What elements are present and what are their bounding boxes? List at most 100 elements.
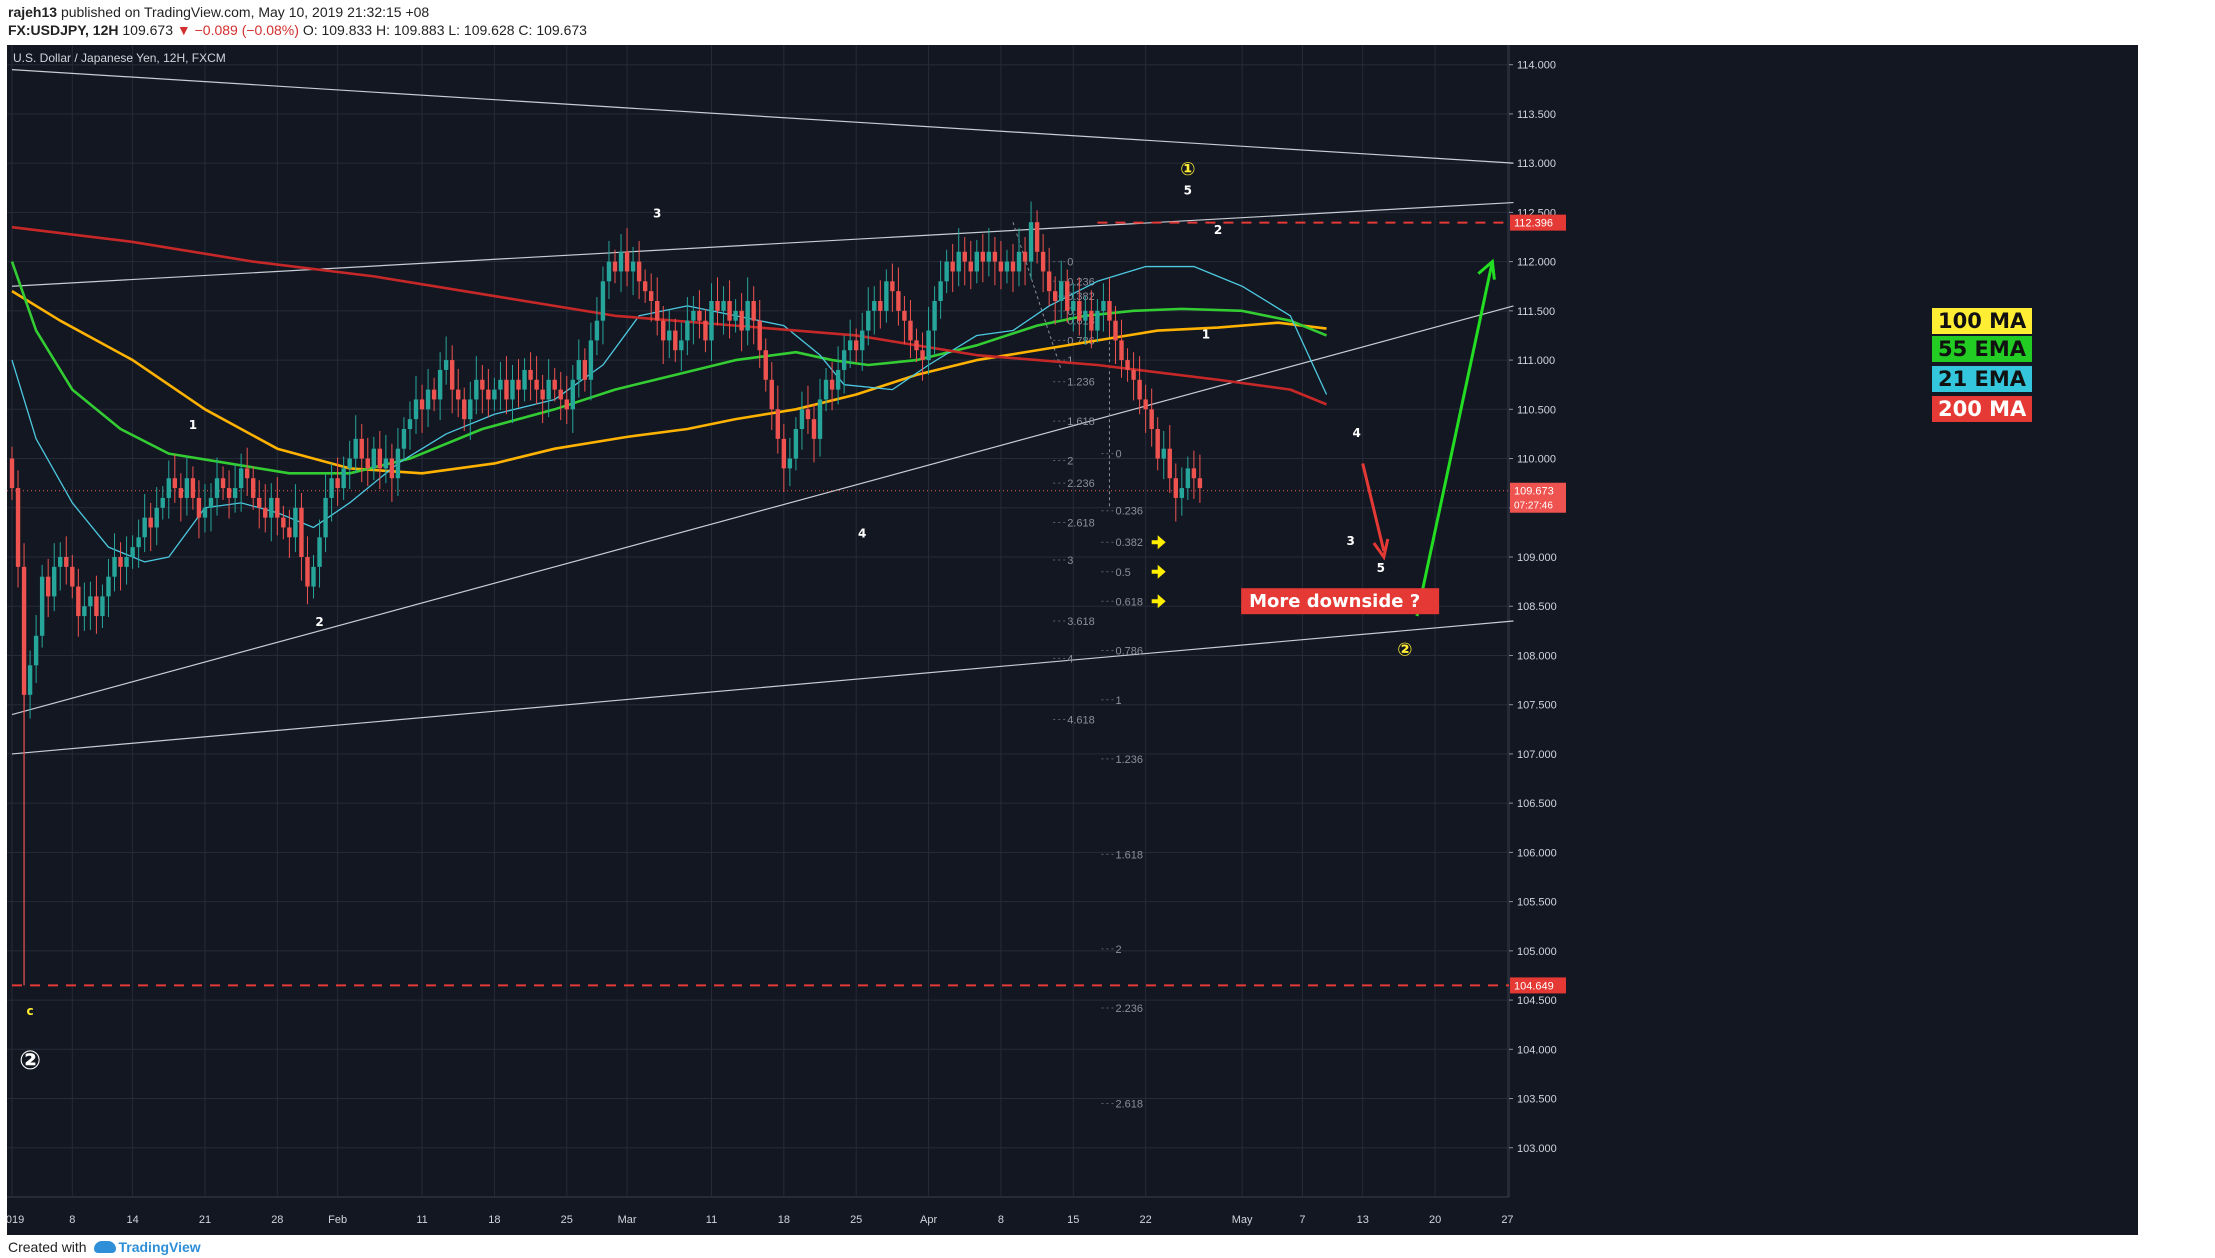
candle-body [1065,281,1070,311]
price-tick-label: 106.000 [1517,847,1557,859]
candle-body [709,301,714,341]
trendline-rising-support [11,305,1514,716]
candle-body [697,310,702,321]
candle-body [52,566,57,597]
candle-body [564,399,569,410]
candle-body [890,281,895,292]
fib-extension-a-level-label: 4 [1067,653,1073,665]
candle-body [703,320,708,341]
fib-extension-a-level-label: 1 [1067,355,1073,367]
candle-body [39,576,45,636]
candle-body [401,429,407,449]
candle-body [389,458,395,479]
elliott-wave-label: 3 [653,206,661,220]
candle-body [70,566,75,587]
price-tick-label: 108.000 [1517,650,1557,662]
candle-body [1173,478,1178,498]
price-tick-label: 104.500 [1517,995,1557,1007]
time-tick-label: 15 [1067,1214,1079,1226]
current-price-badge [1510,482,1566,513]
price-chart-svg[interactable]: 114.000113.500113.000112.500112.000111.5… [7,45,2138,1235]
candle-body [558,389,563,400]
yellow-arrow-icon [1151,594,1166,609]
candle-body [1185,468,1191,489]
candle-body [648,291,654,301]
candle-body [847,340,853,351]
candle-body [353,438,358,459]
time-tick-label: 11 [706,1214,717,1226]
candle-body [642,281,648,292]
candle-body [1149,409,1154,429]
price-tick-label: 103.500 [1517,1094,1557,1106]
candle-body [751,301,756,321]
candle-body [998,261,1004,272]
candle-body [1161,448,1166,459]
time-tick-label: 7 [1299,1214,1305,1226]
cloud-icon [94,1241,117,1253]
candle-body [1167,448,1172,479]
time-tick-label: 22 [1140,1214,1152,1226]
candle-body [866,310,871,331]
candle-body [914,340,919,351]
elliott-wave-label: 5 [1377,561,1385,575]
time-tick-label: 20 [1429,1214,1441,1226]
author-name[interactable]: rajeh13 [8,4,58,20]
candle-body [299,507,304,557]
bar-countdown-label: 07:27:46 [1514,501,1553,512]
candle-body [190,478,196,498]
candle-body [835,369,841,390]
price-tick-label: 111.500 [1517,306,1555,318]
candle-body [1113,320,1118,341]
candle-body [1034,222,1040,252]
time-tick-label: May [1232,1214,1253,1226]
elliott-wave-label: 2 [1214,223,1222,237]
candle-body [1179,488,1185,498]
candle-body [1083,310,1088,321]
candle-body [178,488,184,498]
candle-body [196,497,202,518]
candle-body [715,301,720,311]
price-tick-label: 105.000 [1517,946,1557,958]
candle-body [130,547,135,557]
candle-body [1119,340,1124,361]
price-tick-label: 109.000 [1517,552,1557,564]
candle-body [594,320,600,341]
trendline-wedge-top [11,201,1514,287]
candle-body [58,557,63,567]
candle-body [64,557,69,567]
tradingview-logo[interactable]: TradingView [94,1239,201,1255]
candle-body [823,379,829,400]
candle-body [172,478,178,489]
candle-body [745,301,750,331]
elliott-wave-label: ② [1397,639,1412,660]
publish-line: rajeh13 published on TradingView.com, Ma… [8,4,429,20]
candle-body [570,379,575,410]
fib-extension-a-level-label: 0 [1067,257,1073,269]
upside-arrow-head [1477,258,1496,280]
candle-body [244,468,250,479]
price-change: ▼ −0.089 (−0.08%) [176,22,299,38]
legend-55ema: 55 EMA [1932,336,2033,362]
candle-body [377,448,383,469]
elliott-wave-label: ① [1180,159,1195,180]
candle-body [510,379,515,400]
elliott-wave-label: 4 [1353,426,1361,440]
candle-body [612,261,618,272]
time-tick-label: 18 [778,1214,790,1226]
candle-body [148,517,153,528]
legend-21ema: 21 EMA [1932,366,2033,392]
candle-body [88,596,93,607]
candle-body [347,458,352,469]
time-tick-label: Mar [618,1214,637,1226]
candle-body [251,478,256,498]
chart-area[interactable]: 114.000 113.500 113.000 112.500 112.000 111.5… [7,45,2138,1235]
candle-body [1107,301,1112,321]
fib-extension-b-level-label: 0.618 [1115,596,1143,608]
candle-body [769,379,774,410]
level-price-label: 112.396 [1514,218,1553,230]
candle-body [1016,251,1022,272]
candle-body [1052,291,1058,301]
elliott-wave-label: 3 [1346,534,1354,548]
price-tick-label: 106.500 [1517,798,1557,810]
price-tick-label: 105.500 [1517,897,1557,909]
